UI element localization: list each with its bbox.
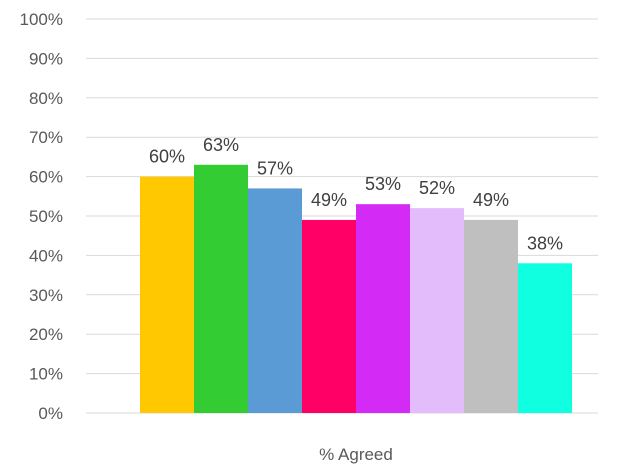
data-label: 57% — [257, 158, 293, 178]
y-tick-label: 80% — [29, 89, 63, 108]
y-tick-label: 50% — [29, 207, 63, 226]
y-tick-label: 90% — [29, 49, 63, 68]
bar — [518, 263, 572, 413]
bar — [464, 219, 518, 413]
bar — [356, 204, 410, 413]
y-tick-label: 70% — [29, 128, 63, 147]
data-label: 53% — [365, 174, 401, 194]
y-tick-label: 60% — [29, 168, 63, 187]
y-axis-ticks: 0% 10% 20% 30% 40% 50% 60% 70% 80% 90% 100% — [20, 10, 63, 423]
data-label: 38% — [527, 233, 563, 253]
data-label: 63% — [203, 135, 239, 155]
data-label: 49% — [311, 190, 347, 210]
data-label: 60% — [149, 147, 185, 167]
bars — [140, 164, 572, 413]
data-label: 52% — [419, 178, 455, 198]
y-tick-label: 100% — [20, 10, 63, 29]
bar — [302, 219, 356, 413]
bar — [248, 188, 302, 413]
y-tick-label: 0% — [38, 404, 63, 423]
bar — [410, 208, 464, 413]
bar — [194, 164, 248, 413]
data-labels: 60% 63% 57% 49% 53% 52% 49% 38% — [149, 135, 563, 254]
y-tick-label: 30% — [29, 286, 63, 305]
data-label: 49% — [473, 190, 509, 210]
y-tick-label: 20% — [29, 325, 63, 344]
x-category-label: % Agreed — [319, 445, 393, 464]
bar — [140, 176, 194, 413]
y-tick-label: 40% — [29, 246, 63, 265]
y-tick-label: 10% — [29, 365, 63, 384]
